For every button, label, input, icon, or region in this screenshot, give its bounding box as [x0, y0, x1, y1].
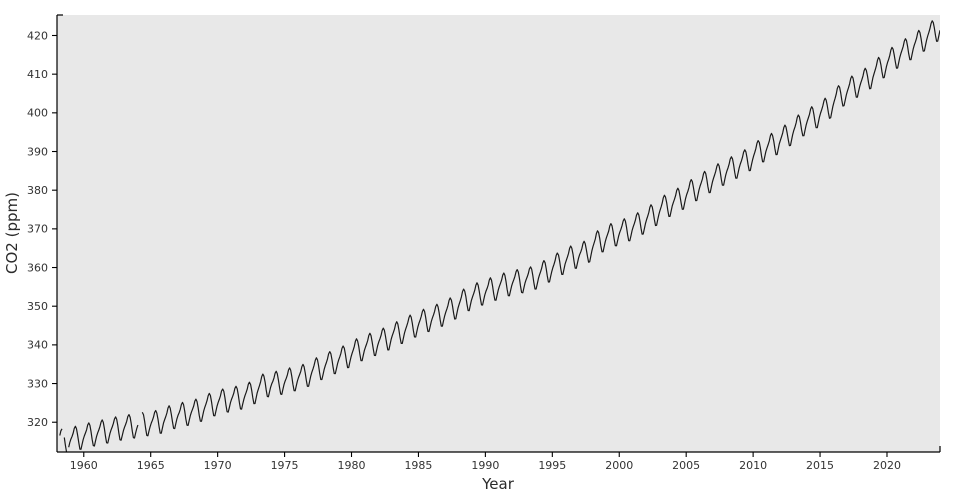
x-axis-title: Year: [482, 475, 514, 493]
x-tick-label: 2020: [873, 459, 901, 472]
y-tick-label: 320: [27, 416, 48, 429]
y-tick-label: 330: [27, 377, 48, 390]
x-tick-label: 1975: [271, 459, 299, 472]
x-tick-label: 1990: [471, 459, 499, 472]
x-tick-label: 2005: [672, 459, 700, 472]
y-tick-label: 360: [27, 261, 48, 274]
y-tick-label: 380: [27, 184, 48, 197]
x-tick-label: 2000: [605, 459, 633, 472]
y-tick-label: 420: [27, 29, 48, 42]
y-tick-label: 350: [27, 300, 48, 313]
x-tick-label: 1995: [538, 459, 566, 472]
y-tick-label: 340: [27, 339, 48, 352]
y-tick-label: 370: [27, 223, 48, 236]
x-tick-label: 1970: [204, 459, 232, 472]
plot-background: [57, 15, 940, 452]
y-tick-label: 410: [27, 68, 48, 81]
x-tick-label: 2015: [806, 459, 834, 472]
x-tick-label: 2010: [739, 459, 767, 472]
x-tick-label: 1965: [137, 459, 165, 472]
co2-data-line: [59, 20, 940, 452]
y-tick-label: 400: [27, 107, 48, 120]
y-tick-label: 390: [27, 145, 48, 158]
x-tick-label: 1960: [70, 459, 98, 472]
x-tick-label: 1980: [338, 459, 366, 472]
x-tick-label: 1985: [404, 459, 432, 472]
y-axis-title: CO2 (ppm): [3, 192, 21, 274]
